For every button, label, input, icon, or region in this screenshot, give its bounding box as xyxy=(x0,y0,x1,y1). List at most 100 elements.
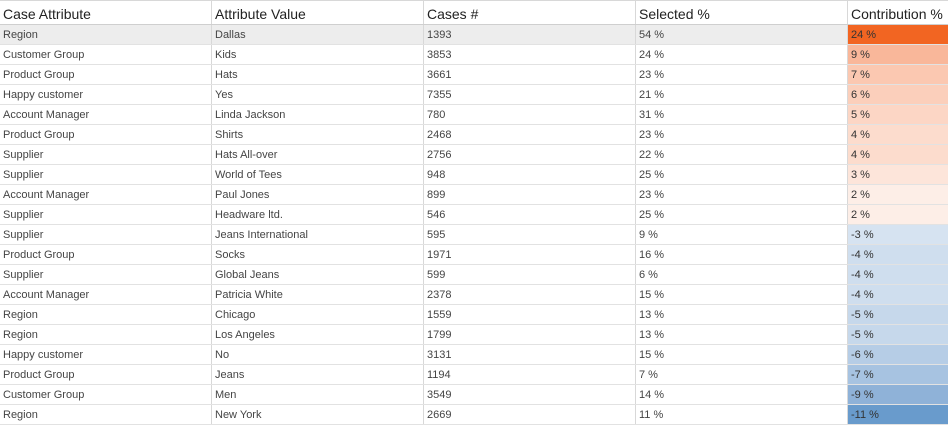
cell-case-attribute: Region xyxy=(0,325,212,344)
cell-contribution-percent: 4 % xyxy=(848,145,948,164)
cell-case-attribute: Happy customer xyxy=(0,85,212,104)
cell-selected-percent: 14 % xyxy=(636,385,848,404)
cell-cases: 1971 xyxy=(424,245,636,264)
cell-attribute-value: Headware ltd. xyxy=(212,205,424,224)
cell-cases: 2378 xyxy=(424,285,636,304)
cell-attribute-value: Hats All-over xyxy=(212,145,424,164)
cell-contribution-percent: -9 % xyxy=(848,385,948,404)
cell-cases: 3549 xyxy=(424,385,636,404)
table-row[interactable]: Account Manager Linda Jackson 780 31 % 5 % xyxy=(0,105,948,125)
cell-selected-percent: 15 % xyxy=(636,345,848,364)
cell-case-attribute: Region xyxy=(0,305,212,324)
cell-cases: 595 xyxy=(424,225,636,244)
cell-case-attribute: Happy customer xyxy=(0,345,212,364)
table-row[interactable]: Region Dallas 1393 54 % 24 % xyxy=(0,25,948,45)
table-row[interactable]: Account Manager Paul Jones 899 23 % 2 % xyxy=(0,185,948,205)
cell-case-attribute: Product Group xyxy=(0,125,212,144)
cell-selected-percent: 11 % xyxy=(636,405,848,424)
cell-cases: 599 xyxy=(424,265,636,284)
column-header-case-attribute[interactable]: Case Attribute xyxy=(0,1,212,24)
cell-selected-percent: 54 % xyxy=(636,25,848,44)
cell-selected-percent: 15 % xyxy=(636,285,848,304)
cell-cases: 2669 xyxy=(424,405,636,424)
cell-cases: 3131 xyxy=(424,345,636,364)
table-row[interactable]: Happy customer Yes 7355 21 % 6 % xyxy=(0,85,948,105)
cell-cases: 1194 xyxy=(424,365,636,384)
table-row[interactable]: Region New York 2669 11 % -11 % xyxy=(0,405,948,425)
cell-cases: 3853 xyxy=(424,45,636,64)
cell-cases: 7355 xyxy=(424,85,636,104)
cell-case-attribute: Supplier xyxy=(0,265,212,284)
cell-case-attribute: Customer Group xyxy=(0,385,212,404)
cell-selected-percent: 23 % xyxy=(636,185,848,204)
cell-cases: 1393 xyxy=(424,25,636,44)
table-row[interactable]: Account Manager Patricia White 2378 15 % -4 … xyxy=(0,285,948,305)
table-row[interactable]: Customer Group Kids 3853 24 % 9 % xyxy=(0,45,948,65)
cell-case-attribute: Account Manager xyxy=(0,105,212,124)
table-row[interactable]: Supplier World of Tees 948 25 % 3 % xyxy=(0,165,948,185)
cell-contribution-percent: -5 % xyxy=(848,325,948,344)
cell-attribute-value: Los Angeles xyxy=(212,325,424,344)
cell-selected-percent: 6 % xyxy=(636,265,848,284)
cell-selected-percent: 7 % xyxy=(636,365,848,384)
column-header-contribution[interactable]: Contribution % xyxy=(851,6,943,22)
cell-case-attribute: Supplier xyxy=(0,145,212,164)
cell-contribution-percent: 24 % xyxy=(848,25,948,44)
cell-attribute-value: Paul Jones xyxy=(212,185,424,204)
cell-contribution-percent: 2 % xyxy=(848,185,948,204)
table-row[interactable]: Supplier Global Jeans 599 6 % -4 % xyxy=(0,265,948,285)
cell-contribution-percent: -6 % xyxy=(848,345,948,364)
table-row[interactable]: Product Group Hats 3661 23 % 7 % xyxy=(0,65,948,85)
cell-contribution-percent: -5 % xyxy=(848,305,948,324)
cell-attribute-value: Global Jeans xyxy=(212,265,424,284)
table-row[interactable]: Supplier Hats All-over 2756 22 % 4 % xyxy=(0,145,948,165)
table-row[interactable]: Product Group Jeans 1194 7 % -7 % xyxy=(0,365,948,385)
cell-cases: 3661 xyxy=(424,65,636,84)
table-row[interactable]: Region Chicago 1559 13 % -5 % xyxy=(0,305,948,325)
column-header-cases[interactable]: Cases # xyxy=(424,1,636,24)
table-row[interactable]: Supplier Jeans International 595 9 % -3 % xyxy=(0,225,948,245)
cell-attribute-value: Dallas xyxy=(212,25,424,44)
cell-contribution-percent: 9 % xyxy=(848,45,948,64)
cell-case-attribute: Account Manager xyxy=(0,285,212,304)
table-row[interactable]: Happy customer No 3131 15 % -6 % xyxy=(0,345,948,365)
cell-cases: 1559 xyxy=(424,305,636,324)
cell-selected-percent: 25 % xyxy=(636,205,848,224)
cell-contribution-percent: 6 % xyxy=(848,85,948,104)
cell-attribute-value: Chicago xyxy=(212,305,424,324)
cell-contribution-percent: 7 % xyxy=(848,65,948,84)
table-row[interactable]: Customer Group Men 3549 14 % -9 % xyxy=(0,385,948,405)
cell-selected-percent: 25 % xyxy=(636,165,848,184)
cell-selected-percent: 23 % xyxy=(636,125,848,144)
cell-attribute-value: Kids xyxy=(212,45,424,64)
table-row[interactable]: Supplier Headware ltd. 546 25 % 2 % xyxy=(0,205,948,225)
cell-selected-percent: 13 % xyxy=(636,305,848,324)
cell-contribution-percent: 4 % xyxy=(848,125,948,144)
cell-selected-percent: 16 % xyxy=(636,245,848,264)
cell-case-attribute: Supplier xyxy=(0,225,212,244)
table-row[interactable]: Product Group Shirts 2468 23 % 4 % xyxy=(0,125,948,145)
cell-cases: 2468 xyxy=(424,125,636,144)
cell-case-attribute: Account Manager xyxy=(0,185,212,204)
cell-contribution-percent: 5 % xyxy=(848,105,948,124)
table-header: Case Attribute Attribute Value Cases # S… xyxy=(0,0,948,25)
table-row[interactable]: Product Group Socks 1971 16 % -4 % xyxy=(0,245,948,265)
column-header-selected[interactable]: Selected % xyxy=(636,1,848,24)
cell-contribution-percent: -3 % xyxy=(848,225,948,244)
table-row[interactable]: Region Los Angeles 1799 13 % -5 % xyxy=(0,325,948,345)
cell-cases: 780 xyxy=(424,105,636,124)
cell-contribution-percent: -4 % xyxy=(848,285,948,304)
cell-attribute-value: Jeans xyxy=(212,365,424,384)
cell-contribution-percent: -11 % xyxy=(848,405,948,424)
cell-cases: 948 xyxy=(424,165,636,184)
cell-attribute-value: Patricia White xyxy=(212,285,424,304)
cell-cases: 2756 xyxy=(424,145,636,164)
cell-selected-percent: 31 % xyxy=(636,105,848,124)
cell-cases: 546 xyxy=(424,205,636,224)
cell-selected-percent: 21 % xyxy=(636,85,848,104)
column-header-attribute-value[interactable]: Attribute Value xyxy=(212,1,424,24)
cell-case-attribute: Product Group xyxy=(0,365,212,384)
table-body: Region Dallas 1393 54 % 24 % Customer Group Ki… xyxy=(0,25,948,425)
cell-contribution-percent: 3 % xyxy=(848,165,948,184)
